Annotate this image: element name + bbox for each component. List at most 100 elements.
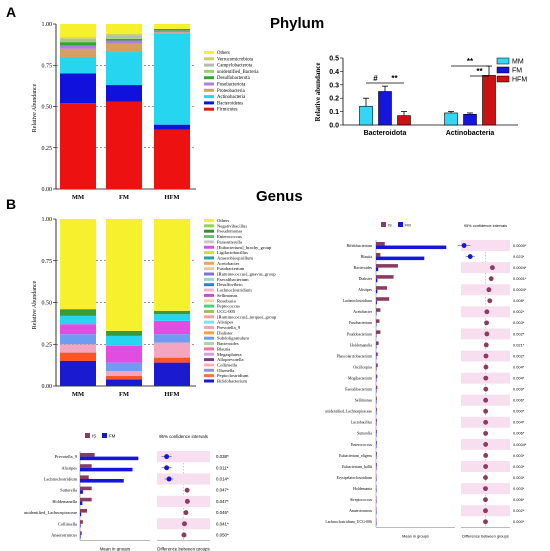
genus-legend-swatch — [204, 224, 214, 228]
abund-bar — [463, 113, 477, 126]
big-ci-title: 95% confidence intervals — [464, 223, 507, 228]
genus-segment — [106, 375, 142, 380]
phylum-segment — [106, 24, 142, 34]
small-is-bar — [80, 475, 89, 479]
big-taxon-label: Anaerotruncus — [349, 509, 372, 513]
small-p-value: 0.050* — [216, 533, 229, 538]
big-diff-point — [484, 309, 490, 315]
small-taxon-label: Lachnoclostridium — [44, 477, 78, 482]
big-diff-point — [484, 320, 490, 326]
genus-ytick-label: 0.50 — [42, 301, 53, 307]
genus-segment — [60, 334, 96, 345]
genus-title: Genus — [256, 188, 303, 205]
big-taxon-label: Alistipes — [358, 288, 372, 292]
big-p-value: 0.006* — [513, 431, 525, 436]
genus-legend-swatch — [204, 267, 214, 271]
phylum-segment — [106, 40, 142, 44]
phylum-category-label: FM — [119, 194, 129, 201]
significance-mark: # — [373, 74, 378, 83]
big-diff-point — [483, 497, 488, 503]
phylum-segment — [106, 52, 142, 86]
small-fm-bar — [80, 467, 133, 472]
genus-legend-swatch — [204, 358, 214, 362]
abund-legend-swatch — [496, 75, 510, 83]
genus-legend-label: Alloprevotella — [217, 357, 244, 362]
abund-ylabel: Relative abundance — [314, 63, 322, 122]
small-p-value: 0.041* — [216, 521, 229, 526]
abund-legend-label: MM — [512, 59, 524, 66]
phylum-segment — [60, 40, 96, 43]
small-diff-point — [184, 487, 190, 493]
phylum-segment — [106, 101, 142, 189]
genus-segment — [60, 344, 96, 353]
genus-legend-swatch — [204, 342, 214, 346]
phylum-segment — [154, 28, 190, 31]
small-fm-bar — [80, 490, 83, 494]
phylum-segment — [154, 30, 190, 33]
genus-segment — [154, 320, 190, 335]
big-diff-point — [467, 254, 473, 260]
phylum-ytick-label: 0.25 — [42, 146, 53, 152]
genus-legend-label: Bacteroides — [217, 341, 239, 346]
genus-legend-swatch — [204, 331, 214, 335]
genus-legend-label: Parasutterella — [217, 239, 242, 244]
big-diff-point — [483, 342, 489, 348]
genus-legend-swatch — [204, 283, 214, 287]
phylum-legend-label: Proteobacteria — [217, 89, 246, 94]
phylum-legend-label: Campylobacterota — [217, 64, 253, 69]
big-is-bar — [376, 297, 390, 301]
phylum-segment — [60, 45, 96, 49]
abund-legend-label: HFM — [512, 77, 527, 84]
genus-legend-swatch — [204, 379, 214, 383]
phylum-segment — [60, 57, 96, 74]
genus-segment — [154, 314, 190, 321]
small-is-bar — [80, 497, 92, 502]
small-fm-bar — [80, 512, 82, 517]
genus-legend-swatch — [204, 235, 214, 239]
genus-legend-label: Blautia — [217, 346, 230, 351]
genus-legend-label: Pseudomonas — [217, 229, 242, 234]
big-taxon-label: Sutterella — [357, 432, 372, 436]
big-p-value: 0.002* — [513, 508, 525, 513]
abund-ytick-label: 0.3 — [329, 82, 339, 89]
genus-legend-swatch — [204, 374, 214, 378]
big-p-value: 0.004* — [513, 364, 525, 369]
genus-segment — [154, 334, 190, 343]
genus-segment — [154, 342, 190, 358]
big-diff-point — [483, 364, 489, 370]
small-p-value: 0.011* — [216, 465, 229, 470]
genus-legend-label: [Ruminococcus]_gnavus_group — [217, 272, 276, 277]
phylum-segment — [60, 42, 96, 46]
small-p-value: 0.038* — [216, 454, 229, 459]
phylum-legend-label: Fusobacteriota — [217, 83, 246, 88]
genus-segment — [60, 309, 96, 316]
phylum-segment — [106, 35, 142, 38]
big-p-value: 0.006* — [513, 497, 525, 502]
small-row-band — [157, 451, 210, 463]
big-is-bar — [376, 352, 378, 357]
big-is-bar — [376, 440, 377, 445]
big-taxon-label: Erysipelatoclostridium — [337, 476, 372, 480]
abund-ytick-label: 0.0 — [329, 123, 339, 130]
genus-legend-label: Fusobacterium — [217, 266, 245, 271]
genus-segment — [106, 219, 142, 331]
phylum-segment — [60, 38, 96, 41]
phylum-legend-swatch — [204, 101, 214, 105]
big-is-bar — [376, 241, 385, 246]
abund-bar — [444, 112, 458, 126]
phylum-legend-label: Verrucomicrobiota — [217, 57, 254, 62]
genus-legend-swatch — [204, 261, 214, 265]
abund-ytick-label: 0.4 — [329, 69, 339, 76]
genus-legend-label: Roseburia — [217, 298, 236, 303]
genus-legend-label: Negativibacillus — [217, 223, 247, 228]
genus-legend-swatch — [204, 347, 214, 351]
small-p-value: 0.046* — [216, 510, 229, 515]
big-p-value: 0.0004* — [513, 287, 527, 292]
phylum-legend-swatch — [204, 95, 214, 99]
big-diff-point — [483, 408, 489, 414]
big-diff-point — [483, 475, 488, 481]
big-is-bar — [376, 319, 380, 323]
phylum-segment — [106, 33, 142, 36]
big-is-bar — [376, 275, 394, 279]
big-legend-label: IS — [388, 223, 392, 228]
